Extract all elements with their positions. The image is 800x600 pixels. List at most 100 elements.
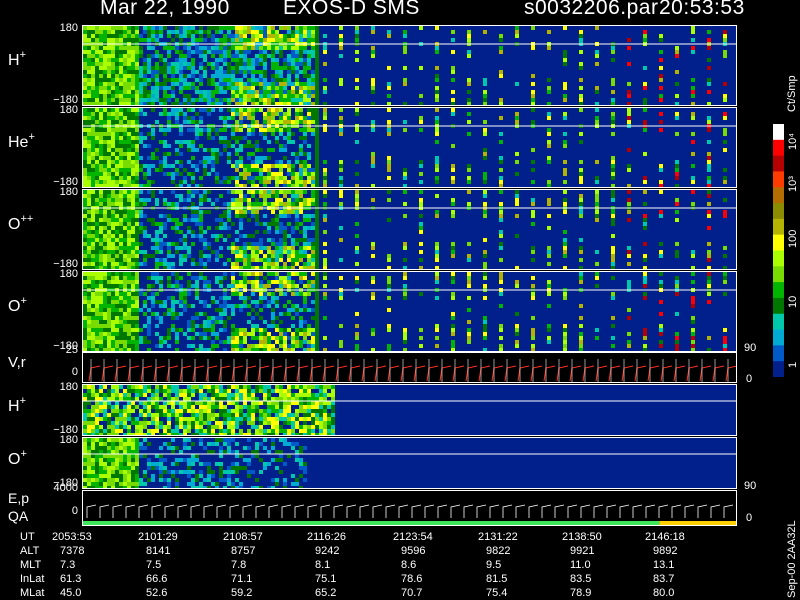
table-cell: 2053:53 <box>52 531 92 543</box>
table-cell: 9892 <box>653 545 678 557</box>
table-cell: 61.3 <box>60 573 82 585</box>
table-cell: 8.1 <box>315 559 331 571</box>
row-label: MLat <box>20 587 45 599</box>
table-cell: 45.0 <box>60 587 82 599</box>
y-tick-top: 180 <box>59 22 78 34</box>
instrument-title: EXOS-D SMS <box>283 0 420 19</box>
y-tick-bottom: −180 <box>53 258 78 270</box>
table-cell: 2131:22 <box>478 531 518 543</box>
table-cell: 9242 <box>315 545 340 557</box>
table-cell: 2108:57 <box>223 531 263 543</box>
table-row-mlt: MLT 7.3 7.5 7.8 8.1 8.6 9.5 11.0 13.1 <box>0 559 800 571</box>
y-tick-bottom: −180 <box>53 94 78 106</box>
spectrogram-panel-oplus-lower <box>82 437 737 489</box>
color-scale-swatch <box>773 313 784 331</box>
table-cell: 8.6 <box>401 559 417 571</box>
color-scale-tick: 10³ <box>787 176 799 192</box>
table-row-mlat: MLat 45.0 52.6 59.2 65.2 70.7 75.4 78.9 80.0 <box>0 587 800 599</box>
panel-label-qa: QA <box>8 508 29 524</box>
panel-label-velocity: V,r <box>8 354 26 371</box>
color-scale-tick: 1 <box>787 361 799 368</box>
table-cell: 7.8 <box>231 559 247 571</box>
table-cell: 66.6 <box>146 573 168 585</box>
table-cell: 75.4 <box>486 587 508 599</box>
table-cell: 81.5 <box>486 573 508 585</box>
color-scale-swatch <box>773 345 784 362</box>
table-cell: 8757 <box>231 545 256 557</box>
color-scale-tick: 100 <box>787 229 799 248</box>
color-scale-swatch <box>773 187 784 204</box>
table-cell: 83.5 <box>570 573 592 585</box>
table-cell: 2101:29 <box>138 531 178 543</box>
y-tick-bottom: 0 <box>71 505 78 517</box>
row-label: ALT <box>20 545 40 557</box>
y-tick-bottom: 0 <box>71 366 78 378</box>
table-cell: 78.6 <box>401 573 423 585</box>
right-tick-bottom: 0 <box>746 512 753 524</box>
table-cell: 8141 <box>146 545 171 557</box>
color-scale-bar <box>773 124 784 377</box>
table-cell: 52.6 <box>146 587 168 599</box>
right-tick-oplus2: 90 <box>744 480 757 492</box>
table-cell: 2116:26 <box>307 531 346 543</box>
color-scale-swatch <box>773 266 784 283</box>
row-label: InLat <box>20 573 45 585</box>
table-cell: 70.7 <box>401 587 423 599</box>
panel-label-hplus: H+ <box>8 48 26 69</box>
row-label: UT <box>20 531 35 543</box>
panel-label-hplus2: H+ <box>8 395 26 415</box>
y-tick-top: 25 <box>65 344 78 356</box>
color-scale-swatch <box>773 361 784 377</box>
y-tick-top: 180 <box>59 434 78 446</box>
table-cell: 7.3 <box>60 559 76 571</box>
color-scale-unit: Ct/Smp <box>786 75 798 112</box>
table-cell: 71.1 <box>231 573 253 585</box>
color-scale-swatch <box>773 171 784 188</box>
table-cell: 13.1 <box>653 559 675 571</box>
panel-label-energy: E,p <box>8 490 30 506</box>
y-tick-top: 180 <box>59 104 78 116</box>
right-tick-top: 90 <box>744 342 757 354</box>
table-cell: 9822 <box>486 545 511 557</box>
table-row-inlat: InLat 61.3 66.6 71.1 75.1 78.6 81.5 83.5 83.7 <box>0 573 800 585</box>
spectrogram-panel-hplus <box>82 25 737 106</box>
footer-note: Sep-00 2AA32L <box>786 520 798 598</box>
table-cell: 78.9 <box>570 587 592 599</box>
color-scale-swatch <box>773 297 784 315</box>
table-cell: 2138:50 <box>562 531 602 543</box>
color-scale-swatch <box>773 218 784 236</box>
panel-label-oplus: O+ <box>8 294 27 315</box>
color-scale-tick: 10 <box>787 295 799 308</box>
velocity-panel <box>82 352 737 383</box>
spectrogram-panel-oplus <box>82 271 737 352</box>
color-scale-swatch <box>773 139 784 157</box>
color-scale-swatch <box>773 234 784 251</box>
table-cell: 2123:54 <box>393 531 433 543</box>
panel-label-oplus2: O+ <box>8 448 27 468</box>
date-title: Mar 22, 1990 <box>100 0 230 19</box>
table-row-alt: ALT 7378 8141 8757 9242 9596 9822 9921 9892 <box>0 545 800 557</box>
spectrogram-panel-hplus-lower <box>82 384 737 436</box>
table-cell: 80.0 <box>653 587 675 599</box>
color-scale-swatch <box>773 124 784 141</box>
spectrogram-panel-oplusplus <box>82 189 737 270</box>
color-scale-swatch <box>773 155 784 172</box>
table-cell: 9.5 <box>486 559 502 571</box>
table-cell: 9921 <box>570 545 595 557</box>
file-title: s0032206.par <box>524 0 659 19</box>
table-cell: 2146:18 <box>645 531 685 543</box>
table-cell: 9596 <box>401 545 426 557</box>
y-tick-bottom: −180 <box>53 424 78 436</box>
energy-panel <box>82 490 737 526</box>
table-cell: 83.7 <box>653 573 675 585</box>
y-tick-bottom: −180 <box>53 477 78 489</box>
time-title: 20:53:53 <box>659 0 745 19</box>
color-scale-swatch <box>773 329 784 346</box>
panel-label-oplusplus: O++ <box>8 212 34 233</box>
table-cell: 7.5 <box>146 559 162 571</box>
y-tick-bottom: −180 <box>53 340 78 352</box>
table-cell: 65.2 <box>315 587 337 599</box>
color-scale-swatch <box>773 250 784 267</box>
spectrogram-panel-heplus <box>82 107 737 188</box>
y-tick-top: 180 <box>59 186 78 198</box>
